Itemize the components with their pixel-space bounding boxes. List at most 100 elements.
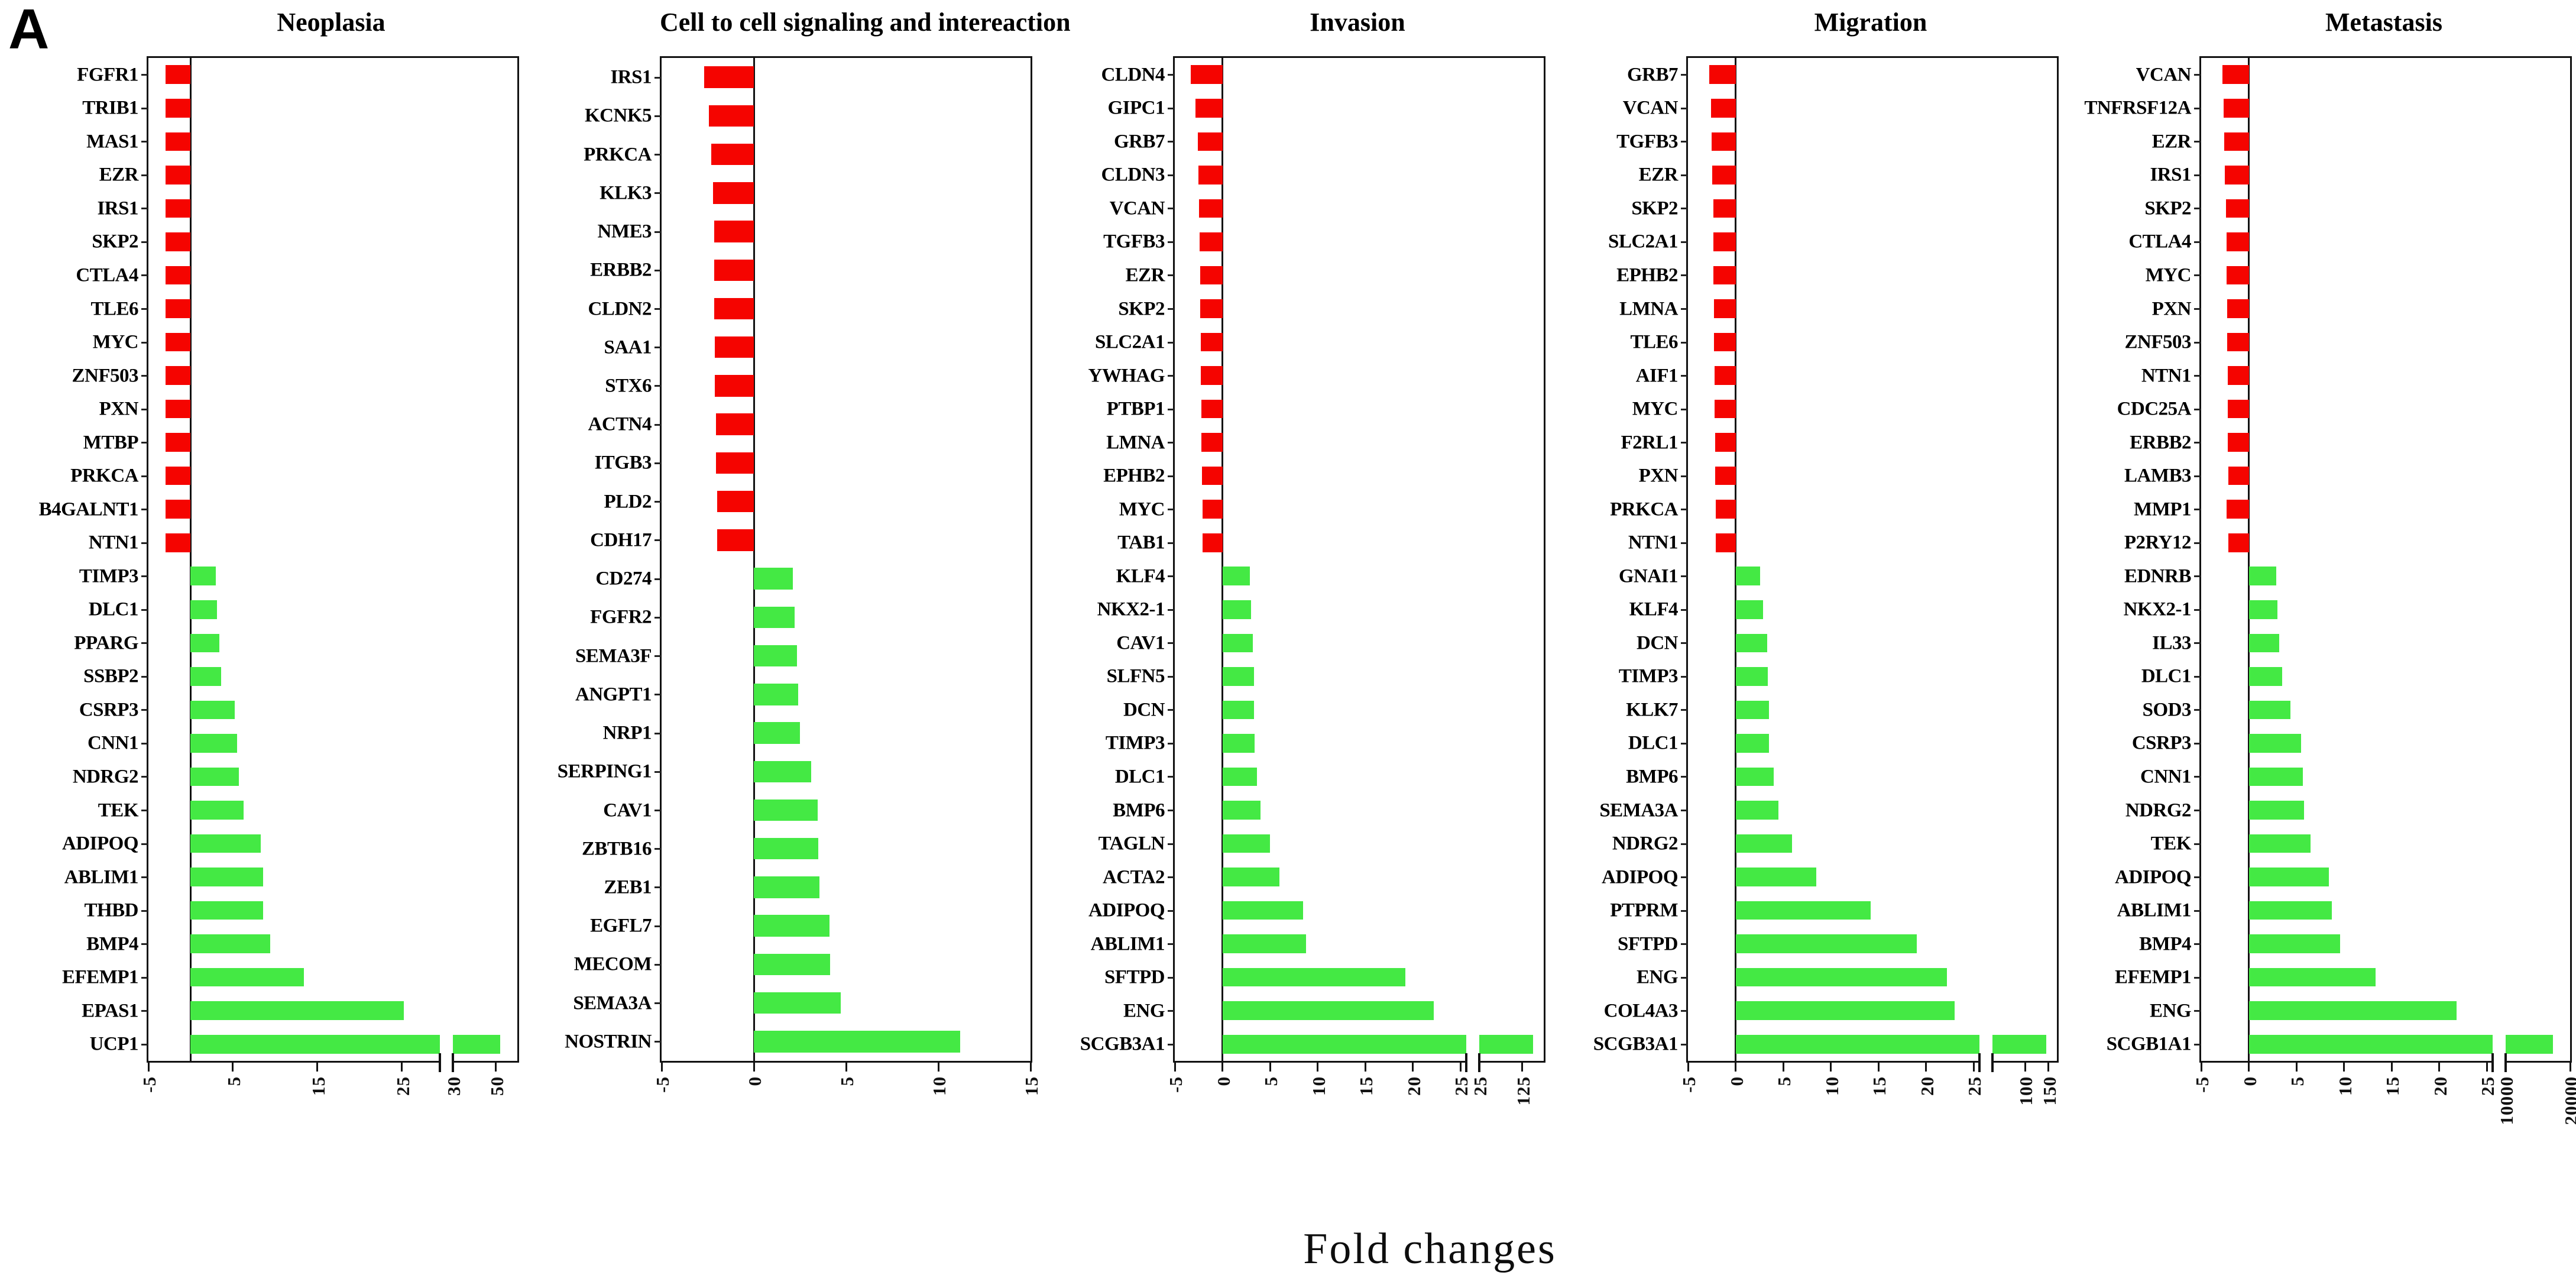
x-tick-value: -5 xyxy=(1165,1076,1186,1093)
gene-label: TGFB3 xyxy=(1616,131,1678,153)
y-tick xyxy=(141,74,148,76)
y-tick xyxy=(141,843,148,845)
bar-slfn5 xyxy=(1222,667,1254,686)
y-tick xyxy=(141,509,148,511)
x-tick-label: 50 xyxy=(487,1076,507,1098)
bar-cav1 xyxy=(1222,633,1253,653)
y-tick xyxy=(1168,341,1174,344)
y-tick xyxy=(2194,475,2201,477)
x-tick xyxy=(1412,1063,1414,1072)
bar-tgfb3 xyxy=(1199,232,1223,251)
bar-cldn4 xyxy=(1191,65,1223,85)
gene-label: CSRP3 xyxy=(2131,732,2192,754)
bar-efemp1 xyxy=(2248,967,2376,987)
gene-label: COL4A3 xyxy=(1603,1000,1679,1022)
y-tick xyxy=(141,174,148,176)
bar-klf4 xyxy=(1735,600,1764,619)
bar-ezr xyxy=(165,166,191,185)
bar-skp2 xyxy=(2225,199,2249,218)
y-tick xyxy=(1681,542,1687,544)
x-tick xyxy=(1459,1063,1462,1072)
bar-tle6 xyxy=(1714,332,1736,352)
x-tick-value: -5 xyxy=(2192,1076,2212,1093)
bar-adipoq xyxy=(190,834,261,853)
y-tick xyxy=(1681,1010,1687,1012)
axis-break-gap xyxy=(440,1060,452,1064)
chart-panel-neoplasia: Neoplasia -5 5 15 25 30 50 FGFR1 TRIB1 MAS1 EZR IRS… xyxy=(6,0,519,1096)
chart-area: -5 0 5 10 15 20 25 25 125 CLDN4 GIPC1 GRB7 CLDN3 VCAN… xyxy=(1032,56,1545,1106)
gene-label: VCAN xyxy=(1109,198,1165,219)
y-tick xyxy=(2194,843,2201,845)
bar-cav1 xyxy=(754,799,818,821)
panel-title: Migration xyxy=(1814,8,1927,37)
chart-area: -5 0 5 10 15 20 25 10000 20000 VCAN TNFRSF12A EZR IR… xyxy=(2059,56,2576,1125)
gene-label: PTPRM xyxy=(1610,899,1678,921)
x-tick-value: 5 xyxy=(837,1076,857,1086)
gene-label: PRKCA xyxy=(584,144,652,166)
bar-sftpd xyxy=(1222,967,1405,987)
gene-label: NDRG2 xyxy=(2125,800,2192,821)
y-tick xyxy=(1168,542,1174,544)
y-tick xyxy=(141,341,148,344)
gene-label: EPHB2 xyxy=(1103,465,1165,487)
x-tick-value: 15 xyxy=(1021,1076,1042,1096)
gene-label: SEMA3A xyxy=(1599,800,1678,821)
x-tick xyxy=(1877,1063,1880,1072)
x-tick-value: 0 xyxy=(1213,1076,1234,1086)
gene-label: IRS1 xyxy=(97,198,138,219)
bar-tek xyxy=(2248,834,2311,853)
y-tick xyxy=(1168,208,1174,210)
gene-label: MECOM xyxy=(573,953,652,975)
y-tick xyxy=(654,886,661,889)
chart-panel-migration: Migration -5 0 5 10 15 20 25 100 150 GRB7 VCAN TGFB3… xyxy=(1545,0,2060,1106)
gene-label: ZBTB16 xyxy=(581,838,652,860)
bar-scgb3a1 xyxy=(1992,1034,2046,1054)
plot-box: -5 5 15 25 30 50 xyxy=(139,56,519,1096)
x-tick xyxy=(1925,1063,1927,1072)
gene-label: KLF4 xyxy=(1629,598,1679,620)
gene-label: MAS1 xyxy=(86,131,138,153)
gene-label: ABLIM1 xyxy=(2117,899,2192,921)
x-tick-value: 15 xyxy=(1356,1076,1377,1096)
bar-mmp1 xyxy=(2227,500,2249,519)
axis-break-gap xyxy=(1979,1060,1992,1064)
gene-label: ADIPOQ xyxy=(2115,866,2192,888)
x-tick-label: 10 xyxy=(2335,1076,2355,1098)
x-tick-label: 25 xyxy=(393,1076,413,1098)
gene-label: AIF1 xyxy=(1635,365,1679,387)
bar-scgb1a1 xyxy=(2248,1034,2493,1054)
x-tick-label: 20 xyxy=(1404,1076,1424,1098)
bar-bmp6 xyxy=(1735,767,1774,786)
y-tick xyxy=(2194,742,2201,745)
bar-sema3f xyxy=(754,645,798,667)
bar-ednrb xyxy=(2248,567,2277,586)
bar-sema3a xyxy=(1735,801,1779,820)
bar-slc2a1 xyxy=(1713,232,1736,251)
bar-pxn xyxy=(165,399,191,419)
y-tick xyxy=(141,408,148,410)
x-tick-value: 5 xyxy=(223,1076,244,1086)
x-tick xyxy=(2200,1063,2202,1072)
gene-label: ACTN4 xyxy=(588,413,652,435)
bar-tagln xyxy=(1222,834,1271,853)
y-tick xyxy=(2194,274,2201,277)
bar-myc xyxy=(1715,399,1736,419)
y-tick xyxy=(1168,308,1174,310)
x-tick xyxy=(937,1063,939,1072)
x-tick xyxy=(2248,1063,2250,1072)
y-tick xyxy=(1681,174,1687,176)
gene-label: NDRG2 xyxy=(72,766,139,788)
bar-tek xyxy=(190,801,244,820)
y-tick xyxy=(1168,1043,1174,1046)
bar-b4galnt1 xyxy=(165,500,191,519)
x-tick-label: 0 xyxy=(2240,1076,2260,1098)
x-tick xyxy=(2295,1063,2298,1072)
bar-gipc1 xyxy=(1195,98,1223,118)
gene-label: ADIPOQ xyxy=(62,833,139,854)
x-tick xyxy=(232,1063,234,1072)
axis-break-icon xyxy=(2491,1053,2494,1072)
y-tick xyxy=(2194,1043,2201,1046)
gene-label: VCAN xyxy=(2136,64,2192,86)
axis-break-icon xyxy=(439,1053,441,1072)
y-tick xyxy=(2194,408,2201,410)
